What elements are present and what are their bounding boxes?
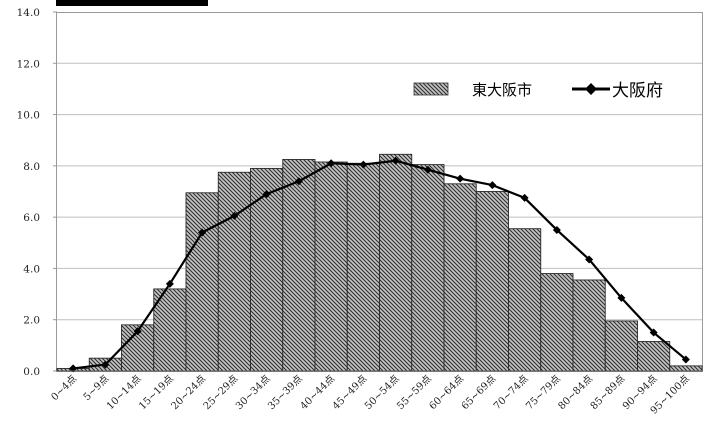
- bar: [508, 228, 542, 372]
- y-axis: 0.0 2.0 4.0 6.0 8.0 10.0 12.0 14.0: [17, 7, 57, 378]
- bar: [443, 183, 477, 372]
- legend-label-bar: 東大阪市: [472, 81, 532, 99]
- line-point: [165, 279, 174, 288]
- series-line: [72, 159, 687, 370]
- line-point: [294, 177, 303, 186]
- line-point: [585, 255, 594, 264]
- legend-swatch-marker: [585, 83, 597, 95]
- bar: [346, 162, 380, 372]
- x-tick-label: 5~9点: [81, 373, 111, 403]
- bar: [314, 161, 348, 372]
- legend-background: [406, 70, 674, 110]
- x-axis: 0~4点 5~9点10~14点15~19点20~24点25~29点30~34点35…: [49, 370, 702, 417]
- bar: [475, 191, 509, 372]
- bar-series: [56, 153, 703, 372]
- bar: [604, 320, 638, 372]
- y-tick-label: 8.0: [23, 161, 40, 173]
- line-point: [423, 165, 432, 174]
- y-tick-label: 14.0: [17, 7, 40, 19]
- line-point: [69, 364, 78, 373]
- y-tick-label: 10.0: [17, 110, 40, 122]
- y-tick-label: 0.0: [23, 366, 40, 378]
- legend: 東大阪市 大阪府: [406, 70, 674, 110]
- x-tick-label: 0~4点: [49, 373, 79, 403]
- bar: [572, 279, 606, 372]
- line-point: [488, 181, 497, 190]
- line-point: [262, 190, 271, 199]
- bar: [153, 288, 187, 372]
- line-point: [456, 174, 465, 183]
- line-point: [230, 211, 239, 220]
- bar: [250, 167, 284, 372]
- line-point: [391, 156, 400, 165]
- line-point: [649, 328, 658, 337]
- line-point: [327, 159, 336, 168]
- line-point: [617, 293, 626, 302]
- bar: [540, 273, 574, 372]
- bar: [185, 192, 219, 372]
- bar: [217, 171, 251, 372]
- bar: [411, 164, 445, 372]
- y-tick-label: 4.0: [23, 263, 40, 275]
- header-bar: [56, 0, 208, 6]
- legend-swatch-bar: [413, 82, 449, 96]
- bar: [637, 341, 671, 372]
- line-point: [681, 355, 690, 364]
- line-point: [198, 228, 207, 237]
- legend-label-line: 大阪府: [612, 81, 663, 101]
- line-point: [133, 327, 142, 336]
- bar: [379, 153, 413, 372]
- line-point: [101, 360, 110, 369]
- line-point: [359, 160, 368, 169]
- line-series: [69, 156, 690, 373]
- y-tick-label: 6.0: [23, 212, 40, 224]
- bar: [669, 365, 703, 372]
- y-tick-label: 12.0: [17, 58, 40, 70]
- bar: [282, 158, 316, 372]
- y-tick-label: 2.0: [23, 315, 40, 327]
- line-point: [552, 225, 561, 234]
- line-point: [520, 193, 529, 202]
